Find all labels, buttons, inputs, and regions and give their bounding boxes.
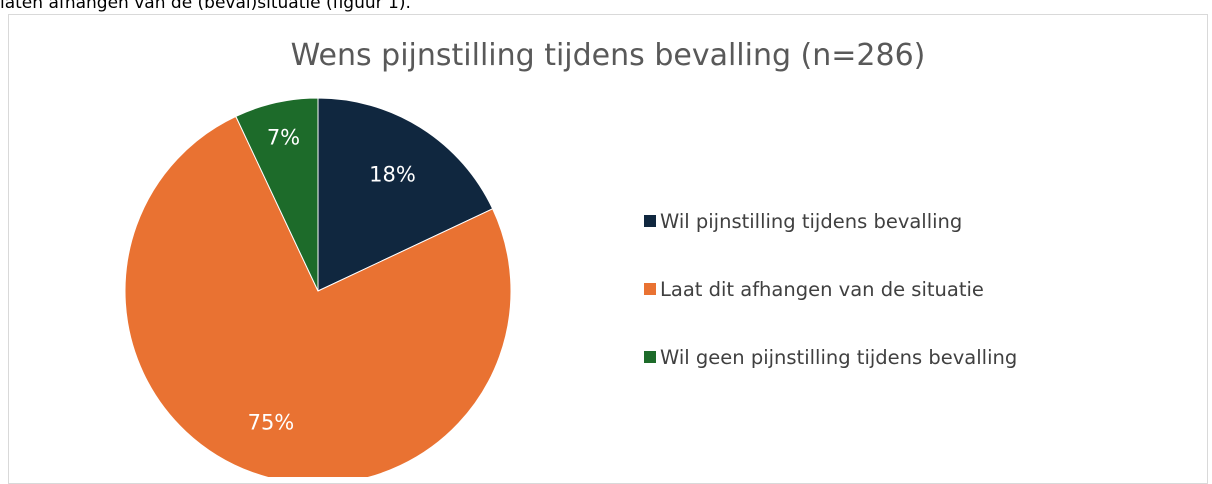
legend-label: Wil geen pijnstilling tijdens bevalling [660, 345, 1018, 369]
legend-swatch [644, 351, 656, 363]
pie-slice [124, 115, 512, 477]
chart-legend: Wil pijnstilling tijdens bevalling Laat … [644, 203, 1017, 407]
legend-item: Laat dit afhangen van de situatie [644, 271, 1017, 307]
data-label: 18% [369, 163, 416, 187]
data-label: 75% [248, 411, 295, 435]
chart-title: Wens pijnstilling tijdens bevalling (n=2… [290, 38, 926, 73]
legend-swatch [644, 215, 656, 227]
pie-slice [317, 97, 494, 292]
legend-label: Wil pijnstilling tijdens bevalling [660, 209, 963, 233]
pie-slice [235, 97, 319, 292]
intro-text: laten afhangen van de (beval)situatie (f… [0, 0, 411, 13]
legend-swatch [644, 283, 656, 295]
legend-item: Wil geen pijnstilling tijdens bevalling [644, 339, 1017, 375]
data-label: 7% [267, 126, 300, 150]
legend-item: Wil pijnstilling tijdens bevalling [644, 203, 1017, 239]
legend-label: Laat dit afhangen van de situatie [660, 277, 984, 301]
